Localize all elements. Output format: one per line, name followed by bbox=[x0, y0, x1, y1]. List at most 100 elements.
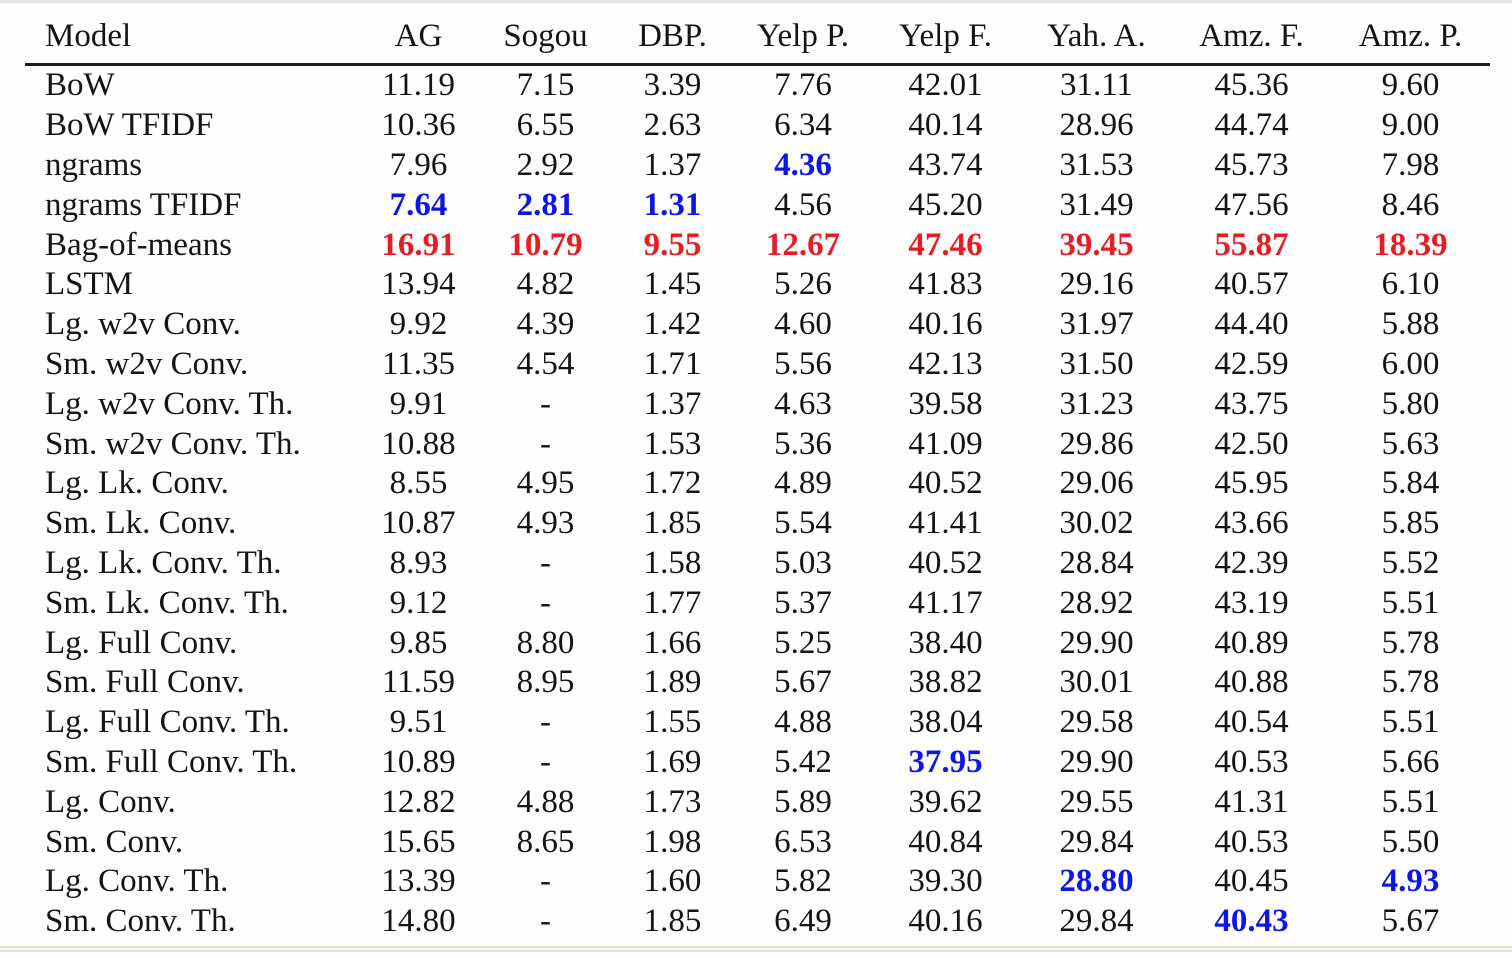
value-cell: 45.20 bbox=[908, 186, 983, 223]
value-cell: 43.75 bbox=[1214, 385, 1289, 422]
value-cell: 13.94 bbox=[381, 266, 456, 303]
value-cell: 9.60 bbox=[1381, 67, 1440, 104]
value-cell: 28.96 bbox=[1059, 107, 1134, 144]
value-cell: 1.45 bbox=[643, 266, 702, 303]
value-cell: 1.85 bbox=[643, 505, 702, 542]
value-cell: 42.01 bbox=[908, 67, 983, 104]
value-cell: 41.83 bbox=[908, 266, 983, 303]
value-cell: 40.88 bbox=[1214, 664, 1289, 701]
value-cell: 9.92 bbox=[389, 306, 448, 343]
value-cell: 40.16 bbox=[908, 903, 983, 940]
value-cell: 1.98 bbox=[643, 823, 702, 860]
value-cell: 31.23 bbox=[1059, 385, 1134, 422]
model-name: Lg. Full Conv. bbox=[45, 624, 238, 661]
table-row-lg-full-conv: Lg. Full Conv. 9.85 8.80 1.66 5.25 38.40 29.90… bbox=[25, 623, 1490, 663]
column-header-yelp-f: Yelp F. bbox=[870, 6, 1021, 66]
value-cell: 40.45 bbox=[1214, 863, 1289, 900]
table-row-sm-conv: Sm. Conv. 15.65 8.65 1.98 6.53 40.84 29.84 40.5… bbox=[25, 822, 1490, 862]
value-cell: 31.97 bbox=[1059, 306, 1134, 343]
value-cell: 7.96 bbox=[389, 146, 448, 183]
column-header-yah-a: Yah. A. bbox=[1021, 6, 1172, 66]
value-cell: 29.84 bbox=[1059, 903, 1134, 940]
value-cell: 4.93 bbox=[516, 505, 575, 542]
value-cell: 5.51 bbox=[1381, 783, 1440, 820]
value-cell: 41.31 bbox=[1214, 783, 1289, 820]
value-cell: - bbox=[540, 863, 551, 900]
value-cell: - bbox=[540, 704, 551, 741]
table-row-sm-lk-conv: Sm. Lk. Conv. 10.87 4.93 1.85 5.54 41.41 30.02… bbox=[25, 504, 1490, 544]
table-row-ngrams-tfidf: ngrams TFIDF 7.64 2.81 1.31 4.56 45.20 31.49 47… bbox=[25, 185, 1490, 225]
value-cell: 45.36 bbox=[1214, 67, 1289, 104]
value-cell: - bbox=[540, 584, 551, 621]
table-row-lg-conv-th: Lg. Conv. Th. 13.39 - 1.60 5.82 39.30 28.80 40.… bbox=[25, 862, 1490, 902]
table-row-lg-w2v-conv-th: Lg. w2v Conv. Th. 9.91 - 1.37 4.63 39.58 31.23… bbox=[25, 384, 1490, 424]
value-cell: 31.53 bbox=[1059, 146, 1134, 183]
model-name: Sm. Full Conv. Th. bbox=[45, 743, 298, 780]
table-row-bow: BoW 11.19 7.15 3.39 7.76 42.01 31.11 45.36 9.60 bbox=[25, 65, 1490, 106]
best-value-cell: 2.81 bbox=[516, 186, 575, 223]
model-name: Lg. w2v Conv. Th. bbox=[45, 385, 294, 422]
value-cell: 5.26 bbox=[774, 266, 832, 303]
column-header-ag: AG bbox=[355, 6, 482, 66]
value-cell: 5.03 bbox=[774, 544, 832, 581]
table-row-sm-conv-th: Sm. Conv. Th. 14.80 - 1.85 6.49 40.16 29.84 40.… bbox=[25, 902, 1490, 942]
value-cell: 6.55 bbox=[516, 107, 575, 144]
value-cell: 6.00 bbox=[1381, 345, 1440, 382]
worst-value-cell: 10.79 bbox=[508, 226, 583, 263]
value-cell: 39.58 bbox=[908, 385, 983, 422]
value-cell: 42.39 bbox=[1214, 544, 1289, 581]
value-cell: 4.88 bbox=[774, 704, 832, 741]
value-cell: 29.55 bbox=[1059, 783, 1134, 820]
value-cell: 13.39 bbox=[381, 863, 456, 900]
value-cell: 5.67 bbox=[1381, 903, 1440, 940]
value-cell: 38.40 bbox=[908, 624, 983, 661]
value-cell: 3.39 bbox=[643, 67, 702, 104]
value-cell: 4.63 bbox=[774, 385, 832, 422]
table-row-sm-full-conv-th: Sm. Full Conv. Th. 10.89 - 1.69 5.42 37.95 29.… bbox=[25, 743, 1490, 783]
model-name: Sm. w2v Conv. Th. bbox=[45, 425, 301, 462]
value-cell: 12.82 bbox=[381, 783, 456, 820]
value-cell: - bbox=[540, 903, 551, 940]
worst-value-cell: 16.91 bbox=[381, 226, 456, 263]
value-cell: 5.85 bbox=[1381, 505, 1440, 542]
value-cell: 40.89 bbox=[1214, 624, 1289, 661]
value-cell: 38.04 bbox=[908, 704, 983, 741]
value-cell: 1.77 bbox=[643, 584, 702, 621]
value-cell: 29.06 bbox=[1059, 465, 1134, 502]
value-cell: 9.00 bbox=[1381, 107, 1440, 144]
value-cell: 5.56 bbox=[774, 345, 832, 382]
value-cell: 6.34 bbox=[774, 107, 832, 144]
value-cell: 1.89 bbox=[643, 664, 702, 701]
value-cell: 8.80 bbox=[516, 624, 575, 661]
value-cell: 2.92 bbox=[516, 146, 575, 183]
value-cell: 5.88 bbox=[1381, 306, 1440, 343]
value-cell: 40.52 bbox=[908, 544, 983, 581]
value-cell: 30.02 bbox=[1059, 505, 1134, 542]
column-header-amz-p: Amz. P. bbox=[1331, 6, 1490, 66]
value-cell: 41.17 bbox=[908, 584, 983, 621]
value-cell: 8.55 bbox=[389, 465, 448, 502]
value-cell: 40.54 bbox=[1214, 704, 1289, 741]
value-cell: 8.65 bbox=[516, 823, 575, 860]
value-cell: 28.84 bbox=[1059, 544, 1134, 581]
model-name: Sm. Conv. bbox=[45, 823, 184, 860]
best-value-cell: 4.93 bbox=[1381, 863, 1440, 900]
value-cell: 5.54 bbox=[774, 505, 832, 542]
value-cell: 9.51 bbox=[389, 704, 448, 741]
model-name: ngrams TFIDF bbox=[45, 186, 242, 223]
value-cell: 42.13 bbox=[908, 345, 983, 382]
model-name: Lg. w2v Conv. bbox=[45, 306, 241, 343]
value-cell: 31.50 bbox=[1059, 345, 1134, 382]
value-cell: 40.14 bbox=[908, 107, 983, 144]
value-cell: 5.78 bbox=[1381, 664, 1440, 701]
value-cell: 43.74 bbox=[908, 146, 983, 183]
value-cell: 1.37 bbox=[643, 385, 702, 422]
model-name: LSTM bbox=[45, 266, 134, 303]
value-cell: 7.15 bbox=[516, 67, 575, 104]
value-cell: 31.11 bbox=[1059, 67, 1134, 104]
value-cell: 1.66 bbox=[643, 624, 702, 661]
value-cell: 5.50 bbox=[1381, 823, 1440, 860]
value-cell: 1.69 bbox=[643, 743, 702, 780]
table-row-lg-conv: Lg. Conv. 12.82 4.88 1.73 5.89 39.62 29.55 41.3… bbox=[25, 782, 1490, 822]
